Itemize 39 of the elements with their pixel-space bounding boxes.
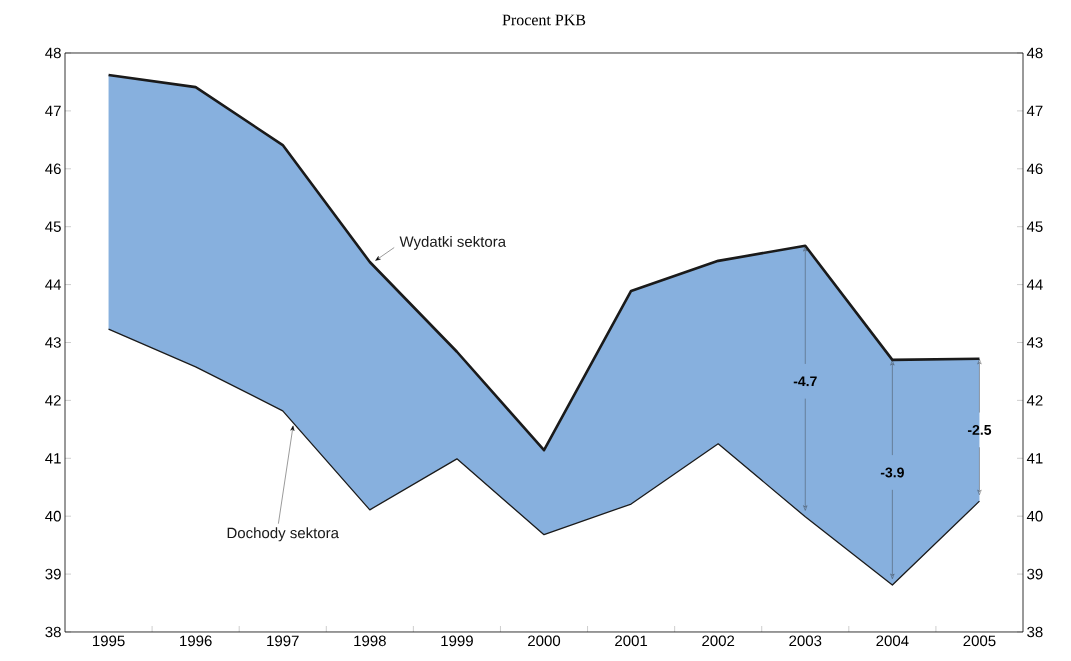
y-tick-label: 45 <box>45 221 61 232</box>
annotation: -4.7 <box>793 376 817 387</box>
annotation: -2.5 <box>967 424 992 435</box>
y-tick-label: 39 <box>45 568 61 580</box>
series-label: Wydatki sektora <box>399 235 507 250</box>
y2-tick-label: 41 <box>1026 453 1043 464</box>
x-tick-label: 2000 <box>528 635 561 647</box>
x-tick-label: 2004 <box>876 635 909 647</box>
y2-tick-label: 47 <box>1026 105 1043 117</box>
y2-tick-label: 43 <box>1026 337 1043 348</box>
y-tick-label: 38 <box>45 626 61 638</box>
x-tick-label: 1998 <box>354 635 386 647</box>
x-tick-label: 2001 <box>615 635 648 647</box>
x-tick-label: 1999 <box>441 635 473 647</box>
annotation: -3.9 <box>880 467 904 478</box>
y2-tick-label: 39 <box>1027 568 1043 580</box>
y-tick-label: 47 <box>45 105 61 117</box>
y2-tick-label: 48 <box>1026 47 1043 59</box>
x-tick-label: 2002 <box>702 635 735 647</box>
y2-tick-label: 42 <box>1026 395 1043 406</box>
y-tick-label: 46 <box>45 163 61 175</box>
y2-tick-label: 44 <box>1026 279 1043 290</box>
x-tick-label: 1995 <box>93 635 125 647</box>
y-tick-label: 40 <box>45 510 61 522</box>
y2-tick-label: 38 <box>1027 626 1043 638</box>
x-tick-label: 1996 <box>180 635 212 647</box>
y-tick-label: 44 <box>45 279 62 290</box>
y2-tick-label: 46 <box>1026 163 1043 175</box>
y-tick-label: 42 <box>45 395 61 406</box>
y2-tick-label: 45 <box>1026 221 1043 232</box>
chart-subtitle: Procent PKB <box>502 14 586 26</box>
x-tick-label: 2005 <box>963 635 996 647</box>
y-tick-label: 48 <box>45 47 61 59</box>
x-tick-label: 2003 <box>789 635 822 647</box>
y2-tick-label: 40 <box>1026 510 1043 522</box>
text: Dochody sektora <box>227 527 339 542</box>
x-tick-label: 1997 <box>267 635 299 647</box>
y-tick-label: 43 <box>45 337 61 348</box>
y-tick-label: 41 <box>45 453 61 464</box>
